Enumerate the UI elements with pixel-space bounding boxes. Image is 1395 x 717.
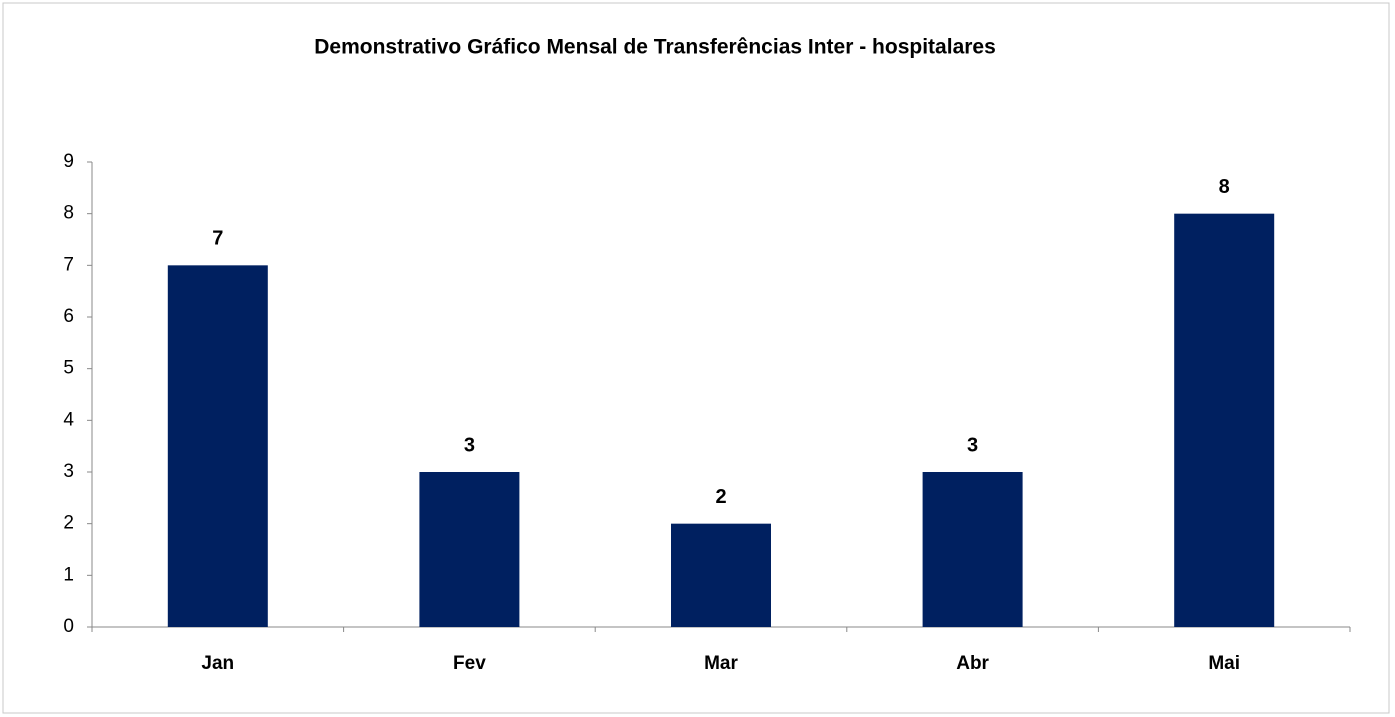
y-tick-label: 7 xyxy=(63,254,74,275)
y-tick-label: 4 xyxy=(63,409,74,430)
x-tick-label: Fev xyxy=(453,653,486,674)
x-tick-label: Jan xyxy=(201,653,234,674)
y-tick-label: 6 xyxy=(63,306,74,327)
x-tick-label: Mar xyxy=(704,653,738,674)
bar xyxy=(922,472,1023,627)
y-tick-label: 0 xyxy=(63,616,74,637)
y-tick-label: 9 xyxy=(63,151,74,172)
data-label: 7 xyxy=(212,228,223,250)
data-label: 3 xyxy=(464,434,475,456)
data-label: 8 xyxy=(1219,176,1230,198)
y-tick-label: 2 xyxy=(63,513,74,534)
y-tick-label: 8 xyxy=(63,203,74,224)
data-label: 3 xyxy=(967,434,978,456)
bar xyxy=(1174,213,1275,627)
chart-title: Demonstrativo Gráfico Mensal de Transfer… xyxy=(314,36,996,59)
x-tick-label: Abr xyxy=(956,653,989,674)
bar xyxy=(671,523,771,627)
y-tick-label: 3 xyxy=(63,461,74,482)
data-label: 2 xyxy=(715,486,726,508)
bar xyxy=(419,472,520,627)
y-tick-label: 1 xyxy=(63,564,74,585)
x-tick-label: Mai xyxy=(1208,653,1240,674)
bar xyxy=(167,265,268,627)
y-tick-label: 5 xyxy=(63,358,74,379)
